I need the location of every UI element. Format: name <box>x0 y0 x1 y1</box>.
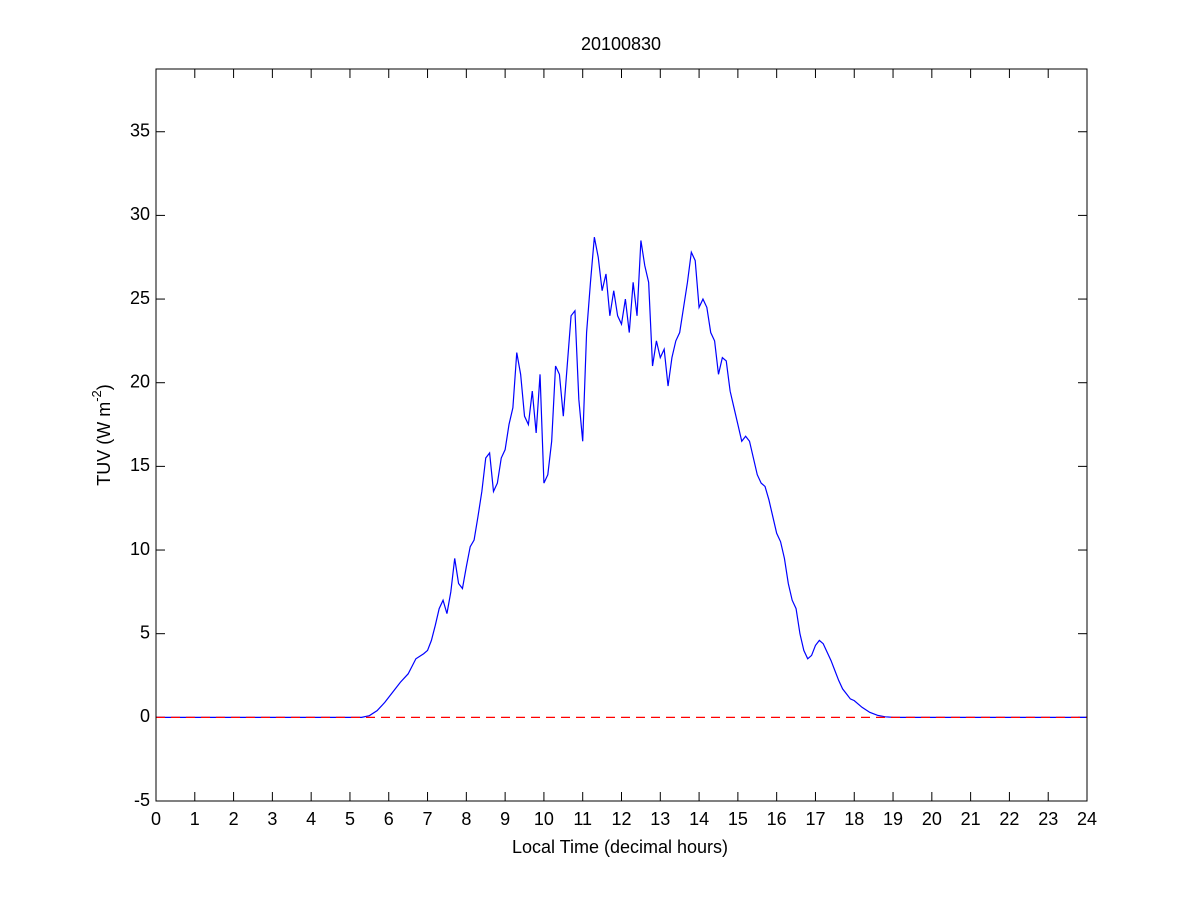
x-tick-label: 1 <box>190 809 200 829</box>
x-tick-label: 24 <box>1077 809 1097 829</box>
x-tick-label: 6 <box>384 809 394 829</box>
x-tick-label: 11 <box>573 809 592 829</box>
x-tick-label: 18 <box>844 809 864 829</box>
x-tick-label: 10 <box>534 809 554 829</box>
x-tick-label: 0 <box>151 809 161 829</box>
x-tick-label: 19 <box>883 809 903 829</box>
x-tick-label: 4 <box>306 809 316 829</box>
y-tick-label: 15 <box>130 455 150 475</box>
y-tick-label: 35 <box>130 120 150 140</box>
y-label-part: TUV (W m <box>94 402 114 486</box>
x-tick-label: 2 <box>229 809 239 829</box>
y-label-part: ) <box>94 384 114 390</box>
x-tick-label: 7 <box>423 809 433 829</box>
y-tick-label: 30 <box>130 204 150 224</box>
x-tick-label: 22 <box>999 809 1019 829</box>
y-tick-label: 0 <box>140 706 150 726</box>
plot-frame <box>155 68 1088 802</box>
y-tick-label: 25 <box>130 288 150 308</box>
x-tick-label: 5 <box>345 809 355 829</box>
x-axis-label: Local Time (decimal hours) <box>512 837 728 857</box>
x-tick-label: 3 <box>267 809 277 829</box>
x-tick-label: 13 <box>650 809 670 829</box>
x-tick-label: 17 <box>805 809 825 829</box>
x-tick-label: 12 <box>611 809 631 829</box>
x-tick-label: 15 <box>728 809 748 829</box>
x-tick-label: 14 <box>689 809 709 829</box>
y-tick-label: 20 <box>130 371 150 391</box>
y-axis-label: TUV (W m-2) <box>89 384 113 486</box>
x-tick-label: 20 <box>922 809 942 829</box>
data-line <box>156 237 1087 718</box>
y-label-exponent: -2 <box>89 390 104 402</box>
x-tick-label: 16 <box>767 809 787 829</box>
plot-area <box>156 69 1087 801</box>
y-tick-label: 5 <box>140 622 150 642</box>
x-tick-label: 9 <box>500 809 510 829</box>
chart-title: 20100830 <box>581 34 661 54</box>
x-tick-label: 21 <box>961 809 981 829</box>
x-tick-label: 8 <box>461 809 471 829</box>
y-tick-label: -5 <box>134 790 150 810</box>
y-tick-label: 10 <box>130 539 150 559</box>
x-tick-label: 23 <box>1038 809 1058 829</box>
